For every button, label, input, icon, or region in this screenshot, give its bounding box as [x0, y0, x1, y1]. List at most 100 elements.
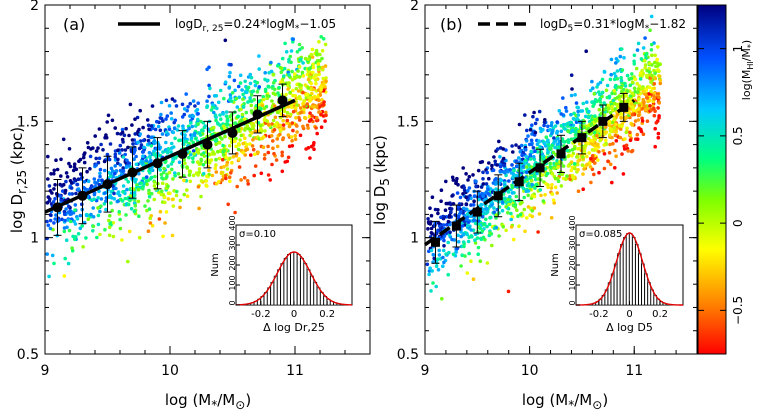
scatter-point [567, 153, 571, 158]
scatter-point [537, 139, 541, 143]
scatter-point [133, 132, 137, 136]
scatter-point [471, 277, 476, 282]
scatter-point [637, 110, 642, 114]
scatter-point [570, 87, 574, 91]
scatter-point [456, 204, 461, 209]
scatter-point [170, 233, 175, 238]
scatter-point [602, 113, 607, 117]
scatter-point [647, 92, 651, 96]
scatter-point [120, 130, 125, 135]
scatter-point [181, 142, 185, 147]
scatter-point [441, 264, 445, 269]
scatter-point [625, 126, 629, 131]
scatter-point [166, 191, 171, 195]
fit-line [424, 98, 636, 247]
x-tick-label: 11 [625, 363, 643, 379]
scatter-point [253, 79, 257, 84]
scatter-point [93, 180, 97, 185]
scatter-point [311, 70, 315, 75]
scatter-point [623, 137, 627, 141]
scatter-point [485, 207, 489, 211]
scatter-point [52, 171, 56, 176]
scatter-point [67, 192, 72, 196]
scatter-point [230, 118, 234, 122]
scatter-point [323, 64, 328, 68]
scatter-point [510, 185, 515, 190]
scatter-point [200, 128, 204, 132]
scatter-point [518, 149, 523, 154]
scatter-point [193, 131, 197, 135]
scatter-point [655, 57, 659, 62]
scatter-point [556, 179, 561, 183]
scatter-point [96, 146, 100, 150]
scatter-point [270, 86, 275, 90]
scatter-point [69, 219, 73, 224]
scatter-point [278, 127, 283, 132]
y-tick-label: 2 [30, 0, 39, 14]
scatter-point [306, 77, 311, 82]
scatter-point [472, 194, 477, 199]
scatter-point [569, 73, 574, 77]
scatter-point [233, 210, 237, 215]
scatter-point [492, 155, 496, 159]
scatter-point [120, 127, 125, 132]
scatter-point [427, 221, 431, 225]
scatter-point [485, 261, 490, 265]
scatter-point [287, 124, 292, 129]
scatter-point [297, 75, 302, 79]
scatter-point [194, 136, 198, 141]
scatter-point [150, 223, 155, 228]
scatter-point [167, 127, 172, 132]
scatter-point [506, 190, 511, 194]
scatter-point [216, 100, 221, 105]
scatter-point [127, 133, 131, 138]
scatter-point [221, 112, 225, 116]
scatter-point [142, 181, 146, 186]
scatter-point [613, 133, 618, 138]
scatter-point [222, 165, 226, 169]
scatter-point [523, 147, 528, 152]
scatter-point [653, 144, 657, 149]
scatter-point [450, 237, 454, 242]
scatter-point [121, 140, 125, 144]
scatter-point [568, 177, 572, 182]
scatter-point [633, 77, 638, 82]
scatter-point [287, 57, 291, 62]
scatter-point [476, 245, 481, 250]
scatter-point [541, 157, 546, 161]
scatter-point [201, 163, 206, 167]
scatter-point [643, 66, 647, 70]
scatter-point [431, 252, 436, 257]
scatter-point [47, 184, 52, 188]
scatter-point [597, 107, 602, 112]
scatter-point [529, 138, 534, 143]
scatter-point [470, 234, 474, 239]
scatter-point [593, 161, 597, 165]
scatter-point [434, 264, 439, 269]
scatter-point [148, 221, 153, 225]
scatter-point [139, 145, 143, 149]
scatter-point [136, 199, 141, 204]
scatter-point [198, 133, 203, 137]
scatter-point [266, 173, 271, 177]
inset-x-tick-label: 0.2 [319, 309, 335, 320]
median-marker [577, 133, 587, 143]
scatter-point [311, 143, 316, 147]
scatter-point [81, 155, 86, 160]
scatter-point [192, 152, 196, 156]
scatter-point [82, 160, 87, 165]
scatter-point [553, 139, 558, 143]
scatter-point [123, 196, 128, 201]
scatter-point [469, 203, 473, 207]
scatter-point [607, 94, 612, 99]
scatter-point [205, 105, 209, 109]
scatter-point [586, 115, 591, 120]
scatter-point [462, 186, 467, 190]
scatter-point [649, 89, 653, 94]
scatter-point [644, 88, 649, 92]
scatter-point [293, 133, 298, 138]
scatter-point [597, 170, 601, 175]
scatter-point [599, 111, 604, 116]
scatter-point [526, 205, 531, 209]
scatter-point [105, 120, 109, 124]
